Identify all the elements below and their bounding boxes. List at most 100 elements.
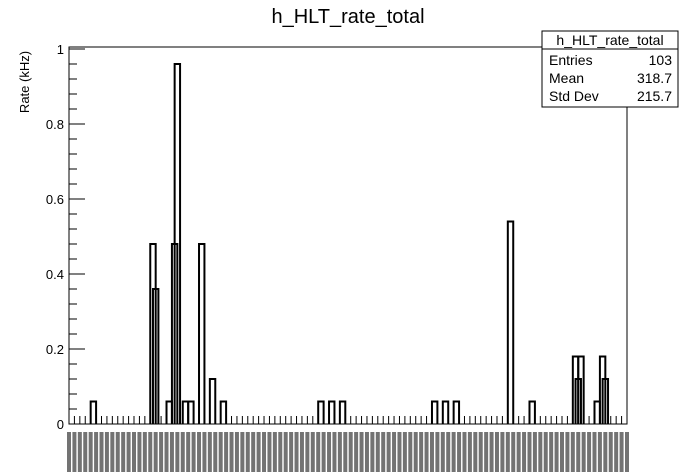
x-bin-label-mark (153, 432, 158, 472)
x-bin-label-mark (256, 432, 261, 472)
y-tick-label: 0 (57, 417, 64, 432)
histogram-bar (89, 400, 98, 424)
x-bin-label-mark (94, 432, 99, 472)
x-bin-label-mark (494, 432, 499, 472)
x-bin-label-mark (343, 432, 348, 472)
x-bin-label-mark (110, 432, 115, 472)
x-bin-label-mark (435, 432, 440, 472)
x-bin-label-mark (419, 432, 424, 472)
x-bin-label-mark (516, 432, 521, 472)
x-bin-label-mark (619, 432, 624, 472)
histogram-bar (452, 400, 461, 424)
x-bin-label-mark (310, 432, 315, 472)
x-bin-label-mark (603, 432, 608, 472)
stats-mean-label: Mean (549, 70, 584, 86)
x-bin-label-mark (381, 432, 386, 472)
x-bin-label-mark (462, 432, 467, 472)
histogram-bar (328, 400, 336, 424)
x-bin-label-mark (359, 432, 364, 472)
x-bin-label-mark (478, 432, 483, 472)
x-bin-label-mark (576, 432, 581, 472)
stats-box-frame (541, 30, 679, 108)
stats-box: h_HLT_rate_total Entries 103 Mean 318.7 … (541, 30, 679, 108)
x-bin-label-mark (522, 432, 527, 472)
x-bin-label-mark (186, 432, 191, 472)
x-bin-label-mark (549, 432, 554, 472)
x-bin-label-mark (429, 432, 434, 472)
x-bin-label-mark (375, 432, 380, 472)
histogram-bar (338, 400, 347, 424)
x-bin-label-mark (413, 432, 418, 472)
x-bin-label-mark (88, 432, 93, 472)
x-bin-label-mark (473, 432, 478, 472)
histogram-bar (219, 400, 228, 424)
x-bin-label-mark (402, 432, 407, 472)
x-bin-label-mark (505, 432, 510, 472)
x-bin-label-mark (559, 432, 564, 472)
x-bin-label-mark (500, 432, 505, 472)
plot-frame (68, 46, 628, 425)
y-tick-label: 0.4 (46, 267, 64, 282)
histogram-bar (187, 400, 195, 424)
x-bin-label-mark (527, 432, 532, 472)
y-axis-label: Rate (kHz) (17, 51, 32, 113)
x-bin-label-mark (511, 432, 516, 472)
x-bin-label-mark (121, 432, 126, 472)
x-bin-label-mark (272, 432, 277, 472)
histogram-bar (198, 243, 206, 424)
x-bin-label-mark (538, 432, 543, 472)
histogram-bar (430, 400, 439, 424)
x-bin-label-mark (262, 432, 267, 472)
x-bin-label-mark (83, 432, 88, 472)
x-bin-label-mark (67, 432, 71, 472)
x-bin-label-mark (386, 432, 391, 472)
y-axis: 0 0.2 0.4 0.6 0.8 1 (46, 42, 85, 432)
x-bin-label-mark (251, 432, 256, 472)
x-bin-label-mark (565, 432, 570, 472)
x-bin-label-mark (245, 432, 250, 472)
x-bin-label-mark (543, 432, 548, 472)
x-bin-label-mark (424, 432, 429, 472)
histogram-bar (173, 63, 182, 424)
x-bin-label-mark (169, 432, 174, 472)
x-bin-label-mark (299, 432, 304, 472)
x-bin-label-mark (370, 432, 375, 472)
y-tick-label: 0.8 (46, 117, 64, 132)
histogram-bar (598, 355, 607, 424)
histogram-bar (506, 220, 515, 424)
stats-stddev-label: Std Dev (549, 88, 599, 104)
x-bin-label-mark (327, 432, 332, 472)
x-bin-label-mark (104, 432, 109, 472)
x-bin-label-mark (608, 432, 613, 472)
histogram-bar (601, 378, 610, 424)
x-bin-label-mark (191, 432, 196, 472)
x-bin-label-mark (484, 432, 489, 472)
x-bin-label-mark (126, 432, 131, 472)
histogram-bar (151, 288, 160, 424)
x-bin-label-mark (451, 432, 456, 472)
stats-entries-label: Entries (549, 52, 593, 68)
x-bin-label-mark (364, 432, 369, 472)
x-bin-label-mark (592, 432, 597, 472)
x-bin-label-mark (467, 432, 472, 472)
histogram-bar (149, 243, 157, 424)
x-bin-label-mark (148, 432, 153, 472)
stats-stddev-value: 215.7 (637, 88, 672, 104)
x-bin-label-mark (392, 432, 397, 472)
x-bin-label-mark (597, 432, 602, 472)
x-bin-label-mark (99, 432, 104, 472)
y-tick-label: 0.2 (46, 342, 64, 357)
x-bin-label-mark (289, 432, 294, 472)
x-bin-label-mark (587, 432, 592, 472)
x-bin-label-mark (159, 432, 164, 472)
x-bin-label-mark (278, 432, 283, 472)
histogram-bars (89, 63, 610, 424)
x-bin-label-mark (234, 432, 239, 472)
x-bin-label-mark (72, 432, 77, 472)
x-bin-label-mark (164, 432, 169, 472)
x-bin-label-mark (202, 432, 207, 472)
x-bin-label-mark (137, 432, 142, 472)
x-bin-label-mark (337, 432, 342, 472)
x-bin-label-mark (132, 432, 137, 472)
x-bin-label-mark (446, 432, 451, 472)
